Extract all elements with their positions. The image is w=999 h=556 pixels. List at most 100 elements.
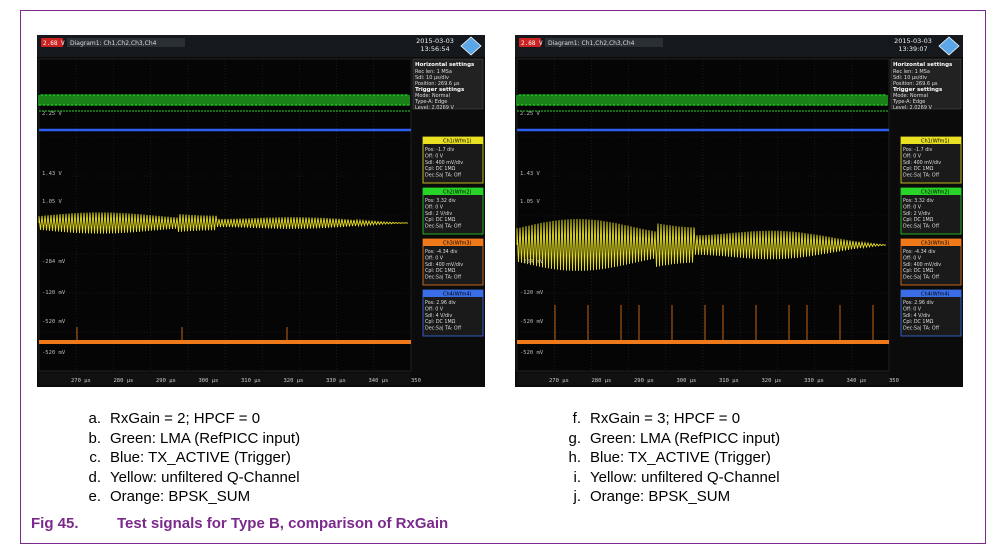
channel-setting-row: Pos: -1.7 div	[903, 147, 933, 153]
ref-label: -120 mV	[520, 290, 544, 296]
horizontal-settings-row: Sdl: 10 µs/div	[415, 75, 449, 81]
channel-box	[900, 238, 962, 286]
channel-setting-row: Cpl: DC 1MΩ	[425, 166, 456, 172]
channel-setting-row: Cpl: DC 1MΩ	[903, 217, 934, 223]
figure-frame: 2.68 V Diagram1: Ch1,Ch2,Ch3,Ch4 2015-03-0…	[20, 10, 986, 544]
horizontal-settings-row: Position: 269.6 µs	[893, 81, 938, 87]
caption-text: Green: LMA (RefPICC input)	[110, 429, 301, 447]
time-axis-bar	[517, 373, 889, 385]
channel-setting-row: Off: 0 V	[425, 204, 444, 210]
trigger-settings-row: Type-A: Edge	[892, 99, 925, 105]
channel-setting-row: Dec:Sa| TA: Off	[425, 224, 462, 230]
channel-name: Ch1(Wfm1)	[443, 139, 472, 145]
time-tick-label: 280 µs	[592, 378, 612, 384]
caption-text: Yellow: unfiltered Q-Channel	[110, 468, 300, 486]
ref-label: 2.68 V	[521, 40, 543, 47]
yellow-q-channel-trace	[516, 218, 887, 271]
diagram-tab	[545, 38, 663, 47]
channel-setting-row: Sdl: 400 mV/div	[425, 262, 463, 268]
channel-setting-row: Sdl: 400 mV/div	[903, 160, 941, 166]
channel-header	[423, 239, 483, 246]
caption-item: g. Green: LMA (RefPICC input)	[559, 429, 780, 449]
time-tick-label: 290 µs	[634, 378, 654, 384]
channel-setting-row: Cpl: DC 1MΩ	[903, 319, 934, 325]
time-tick-label: 350	[411, 378, 421, 384]
trigger-settings-row: Level: 2.0269 V	[893, 105, 933, 111]
channel-setting-row: Pos: 3.32 div	[425, 198, 456, 204]
trigger-settings-row: Mode: Normal	[415, 93, 450, 99]
channel-name: Ch3(Wfm3)	[921, 241, 950, 247]
ref-label: -120 mV	[42, 290, 66, 296]
channel-setting-row: Pos: -4.34 div	[903, 249, 936, 255]
trigger-settings-title: Trigger settings	[893, 87, 943, 93]
time-readout: 13:56:54	[420, 45, 449, 53]
caption-label: a.	[88, 410, 101, 427]
ref-marker	[41, 38, 63, 47]
channel-header	[901, 290, 961, 297]
channel-setting-row: Dec:Sa| TA: Off	[903, 173, 940, 179]
caption-item: e. Orange: BPSK_SUM	[79, 487, 300, 507]
channel-setting-row: Off: 0 V	[903, 153, 922, 159]
green-lma-trace	[516, 94, 888, 106]
time-axis-bar	[39, 373, 411, 385]
caption-item: i. Yellow: unfiltered Q-Channel	[559, 468, 780, 488]
time-tick-label: 330 µs	[326, 378, 346, 384]
time-tick-label: 330 µs	[804, 378, 824, 384]
channel-setting-row: Off: 0 V	[903, 255, 922, 261]
ref-label: 1.05 V	[42, 199, 63, 205]
time-tick-label: 310 µs	[719, 378, 739, 384]
ref-label: 1.05 V	[520, 199, 541, 205]
channel-setting-row: Dec:Sa| TA: Off	[903, 326, 940, 332]
caption-item: d. Yellow: unfiltered Q-Channel	[79, 468, 300, 488]
channel-header	[901, 188, 961, 195]
horizontal-settings-row: Sdl: 10 µs/div	[893, 75, 927, 81]
oscilloscope-screenshot-left: 2.68 V Diagram1: Ch1,Ch2,Ch3,Ch4 2015-03-0…	[37, 35, 485, 387]
diagram-label: Diagram1: Ch1,Ch2,Ch3,Ch4	[70, 40, 157, 47]
ref-label: -284 mV	[42, 259, 66, 265]
channel-setting-row: Cpl: DC 1MΩ	[903, 166, 934, 172]
channel-setting-row: Sdl: 4 V/div	[425, 313, 452, 319]
time-tick-label: 270 µs	[549, 378, 569, 384]
settings-panel	[412, 58, 484, 110]
caption-text: Orange: BPSK_SUM	[590, 488, 731, 506]
figure-number: Fig 45.	[31, 515, 79, 532]
channel-header	[423, 137, 483, 144]
diagram-tab	[67, 38, 185, 47]
channel-header	[901, 137, 961, 144]
channel-setting-row: Pos: 3.32 div	[903, 198, 934, 204]
channel-setting-row: Off: 0 V	[903, 204, 922, 210]
channel-box	[422, 289, 484, 337]
time-tick-label: 270 µs	[71, 378, 91, 384]
channel-setting-row: Pos: 2.96 div	[903, 300, 934, 306]
date-readout: 2015-03-03	[894, 37, 932, 45]
settings-panel	[890, 58, 962, 110]
ref-label: -520 mV	[520, 350, 544, 356]
caption-item: j. Orange: BPSK_SUM	[559, 487, 780, 507]
green-lma-trace	[38, 94, 410, 106]
time-tick-label: 320 µs	[284, 378, 304, 384]
time-tick-label: 280 µs	[114, 378, 134, 384]
ref-label: -520 mV	[520, 319, 544, 325]
channel-setting-row: Dec:Sa| TA: Off	[903, 275, 940, 281]
channel-setting-row: Dec:Sa| TA: Off	[425, 173, 462, 179]
caption-text: Yellow: unfiltered Q-Channel	[590, 468, 780, 486]
channel-setting-row: Cpl: DC 1MΩ	[425, 319, 456, 325]
caption-label: e.	[88, 488, 101, 506]
caption-text: Blue: TX_ACTIVE (Trigger)	[590, 449, 771, 467]
caption-list-left: a. RxGain = 2; HPCF = 0 b. Green: LMA (Ref…	[79, 409, 300, 507]
ref-label: 1.43 V	[42, 171, 63, 177]
scope-right-svg: 2.68 V Diagram1: Ch1,Ch2,Ch3,Ch4 2015-03-0…	[515, 35, 963, 387]
channel-setting-row: Cpl: DC 1MΩ	[903, 268, 934, 274]
time-tick-label: 290 µs	[156, 378, 176, 384]
time-tick-label: 300 µs	[199, 378, 219, 384]
scope-left-svg: 2.68 V Diagram1: Ch1,Ch2,Ch3,Ch4 2015-03-0…	[37, 35, 485, 387]
channel-setting-row: Sdl: 400 mV/div	[425, 160, 463, 166]
caption-item: h. Blue: TX_ACTIVE (Trigger)	[559, 448, 780, 468]
channel-name: Ch3(Wfm3)	[443, 241, 472, 247]
ref-label: -284 mV	[520, 259, 544, 265]
trigger-settings-row: Mode: Normal	[893, 93, 928, 99]
caption-label: f.	[572, 410, 581, 427]
rohde-schwarz-logo-icon	[938, 36, 960, 56]
caption-item: c. Blue: TX_ACTIVE (Trigger)	[79, 448, 300, 468]
channel-setting-row: Sdl: 2 V/div	[903, 211, 930, 217]
